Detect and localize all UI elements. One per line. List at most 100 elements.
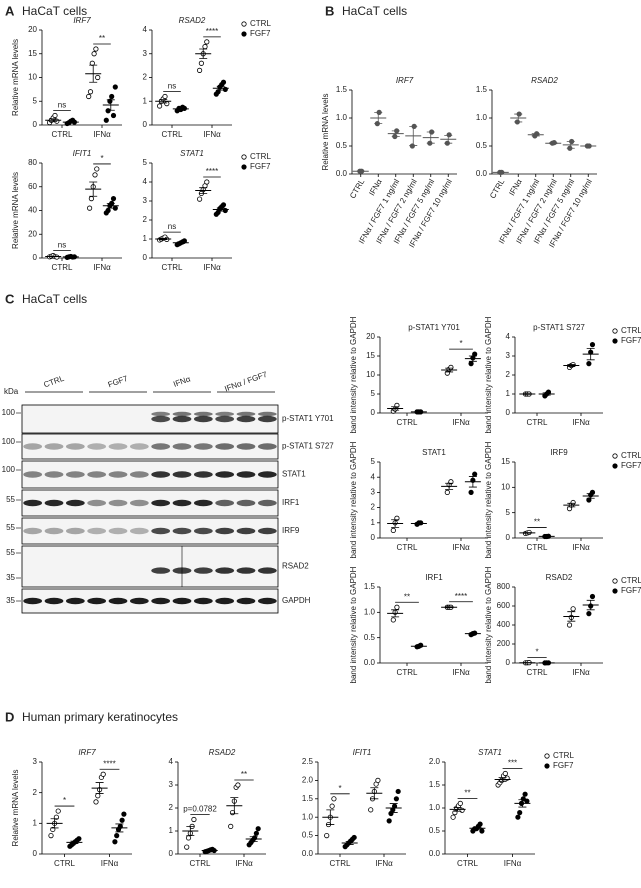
error-bar [66, 121, 75, 124]
blot-band [151, 471, 171, 478]
data-point [95, 74, 101, 81]
significance-label: * [535, 648, 538, 657]
data-point [204, 39, 210, 45]
data-point [114, 832, 120, 839]
x-tick-label: CTRL [52, 263, 73, 272]
data-point [185, 835, 192, 841]
x-tick-label: CTRL [397, 668, 418, 677]
y-tick-label: 2 [33, 788, 38, 797]
mw-marker: 100 [2, 437, 16, 446]
blot-band [87, 499, 107, 507]
significance-label: **** [206, 167, 218, 176]
chart-title: RSAD2 [179, 16, 206, 25]
data-point [88, 196, 95, 202]
blot-band [193, 411, 213, 417]
error-bar [409, 126, 418, 146]
y-tick-label: 0 [143, 253, 148, 262]
data-point [351, 834, 357, 841]
data-point [76, 836, 82, 842]
error-bar [445, 482, 454, 490]
x-tick-label: IFNα [203, 263, 221, 272]
blot-band [172, 415, 192, 423]
error-bar [518, 799, 527, 808]
panel-title: HaCaT cells [342, 4, 407, 18]
error-bar [70, 840, 79, 844]
data-point [184, 844, 190, 850]
y-tick-label: 0.0 [302, 849, 314, 858]
chart-title: IFIT1 [353, 748, 372, 757]
error-bar [586, 493, 595, 499]
legend-label: CTRL [250, 19, 271, 28]
blot-band [257, 597, 277, 605]
error-bar [414, 645, 423, 648]
data-point [191, 816, 197, 823]
mw-marker: 55 [6, 523, 15, 532]
y-tick-label: 5 [371, 389, 376, 398]
data-point [86, 93, 92, 100]
mw-marker: 100 [2, 408, 16, 417]
error-bar [391, 130, 400, 137]
data-point [444, 489, 450, 495]
x-tick-label: IFNα [452, 543, 470, 552]
blot-band [172, 527, 192, 535]
y-tick-label: 1.5 [476, 85, 488, 94]
y-tick-label: 3 [506, 351, 511, 360]
legend-marker [241, 154, 247, 160]
x-tick-label: CTRL [527, 418, 548, 427]
legend-label: FGF7 [250, 29, 271, 38]
significance-label: **** [206, 27, 218, 36]
data-point [48, 832, 54, 839]
data-point [197, 196, 203, 202]
y-tick-label: 1.0 [302, 812, 314, 821]
data-point [110, 196, 117, 202]
blot-band [87, 443, 107, 450]
y-tick-label: 5 [143, 158, 148, 167]
error-bar [566, 141, 575, 149]
data-point [220, 202, 227, 208]
x-tick-label: IFNα [93, 130, 111, 139]
y-tick-label: 4 [506, 332, 511, 341]
blot-band [172, 443, 192, 450]
blot-band [172, 411, 192, 417]
blot-band [215, 415, 235, 423]
x-tick-label: IFNα [504, 859, 522, 868]
y-tick-label: 0.5 [302, 831, 314, 840]
panel-letter: D [5, 709, 14, 724]
error-bar [426, 131, 435, 144]
blot-band [193, 443, 213, 450]
blot-frame [21, 588, 279, 614]
significance-label: ns [58, 241, 66, 250]
error-bar [586, 348, 595, 361]
error-bar [176, 241, 185, 244]
blot-frame [21, 433, 279, 460]
blot-band [151, 527, 171, 535]
error-bar [389, 803, 398, 813]
y-tick-label: 80 [28, 158, 37, 167]
error-bar [370, 787, 379, 800]
y-tick-label: 200 [497, 639, 511, 648]
blot-band [65, 443, 85, 450]
y-tick-label: 40 [28, 206, 37, 215]
error-bar [391, 406, 400, 411]
blot-band [215, 527, 235, 535]
y-tick-label: 20 [366, 332, 375, 341]
blot-band [23, 499, 43, 507]
error-bar [199, 48, 208, 59]
y-tick-label: 0 [506, 533, 511, 542]
chart-title: IRF7 [78, 748, 96, 757]
y-tick-label: 600 [497, 601, 511, 610]
y-tick-label: 1.5 [429, 780, 441, 789]
legend-marker [241, 31, 247, 37]
data-point [393, 796, 399, 802]
data-point [112, 84, 118, 90]
y-tick-label: 60 [28, 182, 37, 191]
x-tick-label: IFNα [93, 263, 111, 272]
chart-title: IRF7 [73, 16, 91, 25]
data-point [105, 108, 111, 114]
chart-title: RSAD2 [209, 748, 236, 757]
y-tick-label: 0 [371, 408, 376, 417]
legend-label: CTRL [250, 152, 271, 161]
blot-frame [21, 517, 279, 545]
chart-title: IRF9 [550, 448, 568, 457]
y-tick-label: 1 [506, 389, 511, 398]
